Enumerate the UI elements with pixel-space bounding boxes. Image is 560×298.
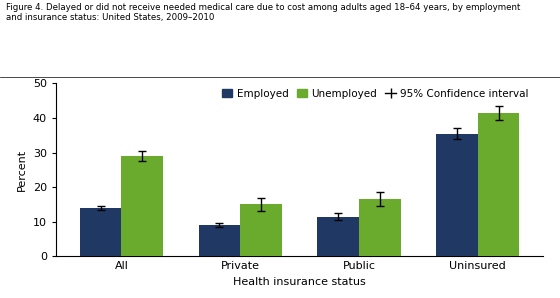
X-axis label: Health insurance status: Health insurance status bbox=[233, 277, 366, 287]
Bar bbox=[478, 113, 520, 256]
Bar bbox=[240, 204, 282, 256]
Bar bbox=[318, 217, 359, 256]
Bar bbox=[199, 225, 240, 256]
Bar bbox=[80, 208, 122, 256]
Bar bbox=[359, 199, 400, 256]
Y-axis label: Percent: Percent bbox=[17, 149, 27, 191]
Bar bbox=[436, 134, 478, 256]
Bar bbox=[122, 156, 163, 256]
Legend: Employed, Unemployed, 95% Confidence interval: Employed, Unemployed, 95% Confidence int… bbox=[222, 89, 529, 99]
Text: Figure 4. Delayed or did not receive needed medical care due to cost among adult: Figure 4. Delayed or did not receive nee… bbox=[6, 3, 520, 22]
